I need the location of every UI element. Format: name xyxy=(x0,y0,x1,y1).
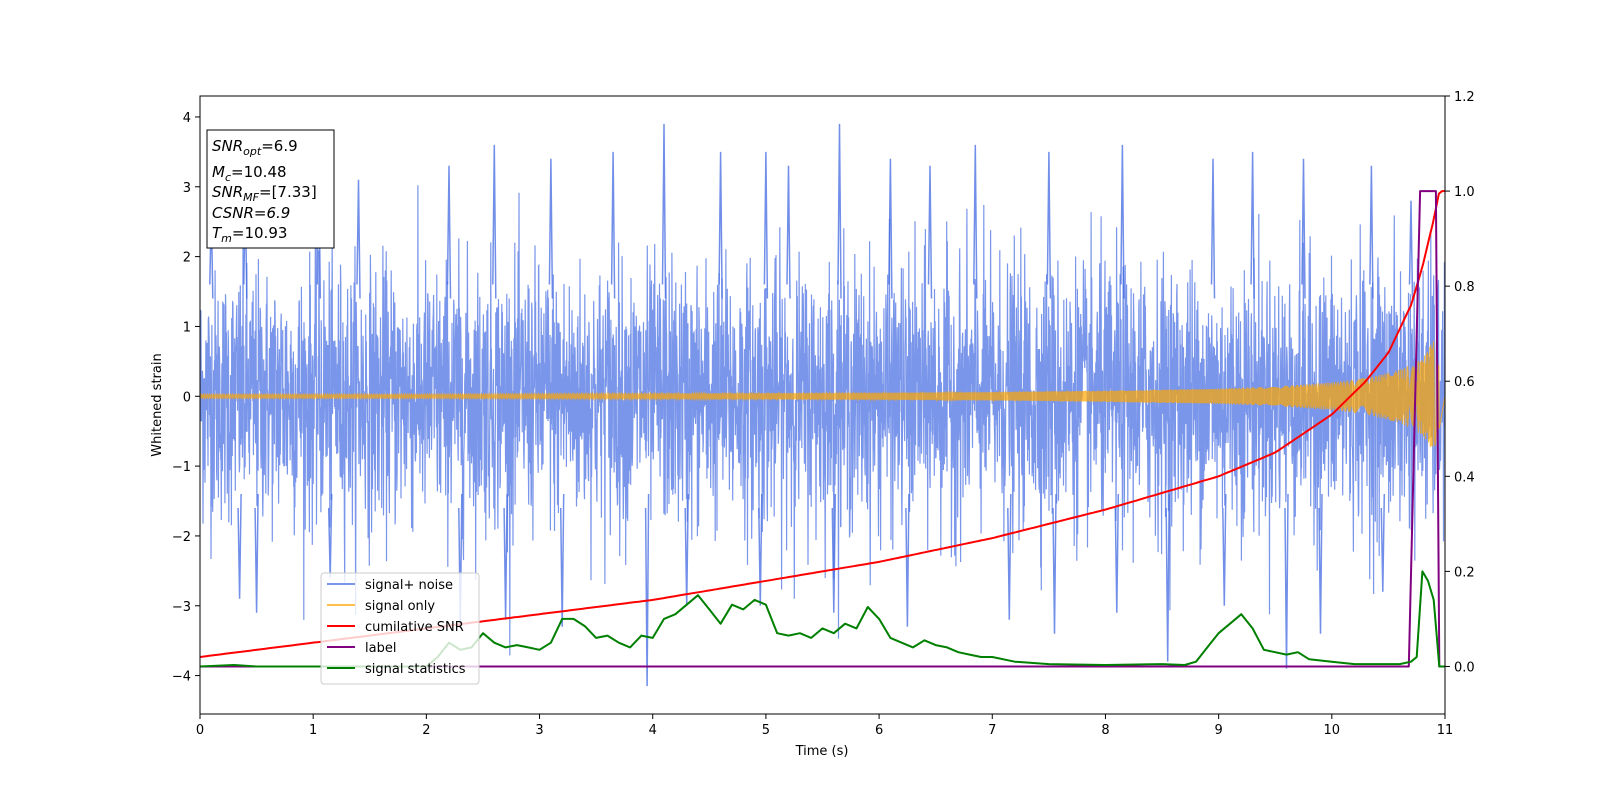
legend-label-label: label xyxy=(365,641,396,656)
y-tick-label-left: 4 xyxy=(183,111,191,126)
y-tick-label-right: 0.8 xyxy=(1454,280,1475,295)
signal-only-trace xyxy=(200,341,1445,447)
info-mc: Mc=10.48 xyxy=(212,163,287,184)
y-tick-label-right: 1.2 xyxy=(1454,90,1475,105)
x-axis-label: Time (s) xyxy=(795,744,849,759)
x-tick-label: 4 xyxy=(649,723,657,738)
plot-frame xyxy=(199,95,1446,715)
x-tick-label: 0 xyxy=(196,723,204,738)
x-tick-label: 8 xyxy=(1101,723,1109,738)
y-tick-label-left: 3 xyxy=(183,181,191,196)
x-tick-label: 1 xyxy=(309,723,317,738)
x-tick-label: 10 xyxy=(1324,723,1341,738)
y-tick-label-left: 1 xyxy=(183,320,191,335)
y-tick-label-left: −2 xyxy=(172,530,191,545)
legend-frame xyxy=(320,572,480,685)
signal-statistics-line xyxy=(200,570,1445,668)
legend-label-csnr: cumilative SNR xyxy=(365,620,464,635)
series-signal-only xyxy=(200,341,1445,447)
info-box: SNRopt=6.9 Mc=10.48 SNRMF=[7.33] CSNR=6.… xyxy=(206,129,335,249)
y-axis-label: Whitened strain xyxy=(150,353,165,456)
x-tick-label: 9 xyxy=(1214,723,1222,738)
legend-label-signal: signal only xyxy=(365,599,435,614)
axis-ticks: 0 1 2 3 4 5 6 7 8 9 10 1143210−1−2−3−41.21.00.80.60… xyxy=(172,90,1475,738)
y-tick-label-left: −4 xyxy=(172,670,191,685)
y-tick-label-right: 1.0 xyxy=(1454,185,1475,200)
x-tick-label: 5 xyxy=(762,723,770,738)
y-tick-label-right: 0.6 xyxy=(1454,375,1475,390)
info-snr-mf: SNRMF=[7.33] xyxy=(212,183,317,204)
x-tick-label: 3 xyxy=(535,723,543,738)
x-tick-label: 2 xyxy=(422,723,430,738)
info-box-frame xyxy=(206,129,335,249)
info-tm: Tm=10.93 xyxy=(212,224,287,245)
info-snr-opt: SNRopt=6.9 xyxy=(212,137,298,158)
y-tick-label-left: −1 xyxy=(172,460,191,475)
legend-label-noise: signal+ noise xyxy=(365,578,453,593)
y-tick-label-right: 0.0 xyxy=(1454,660,1475,675)
y-tick-label-left: −3 xyxy=(172,600,191,615)
x-tick-label: 7 xyxy=(988,723,996,738)
x-tick-label: 11 xyxy=(1437,723,1454,738)
legend: signal+ noise signal only cumilative SNR… xyxy=(320,572,480,685)
info-csnr: CSNR=6.9 xyxy=(212,204,290,222)
y-tick-label-left: 2 xyxy=(183,251,191,266)
legend-label-stats: signal statistics xyxy=(365,662,466,677)
y-tick-label-right: 0.2 xyxy=(1454,565,1475,580)
y-tick-label-right: 0.4 xyxy=(1454,470,1475,485)
x-tick-label: 6 xyxy=(875,723,883,738)
y-tick-label-left: 0 xyxy=(183,390,191,405)
